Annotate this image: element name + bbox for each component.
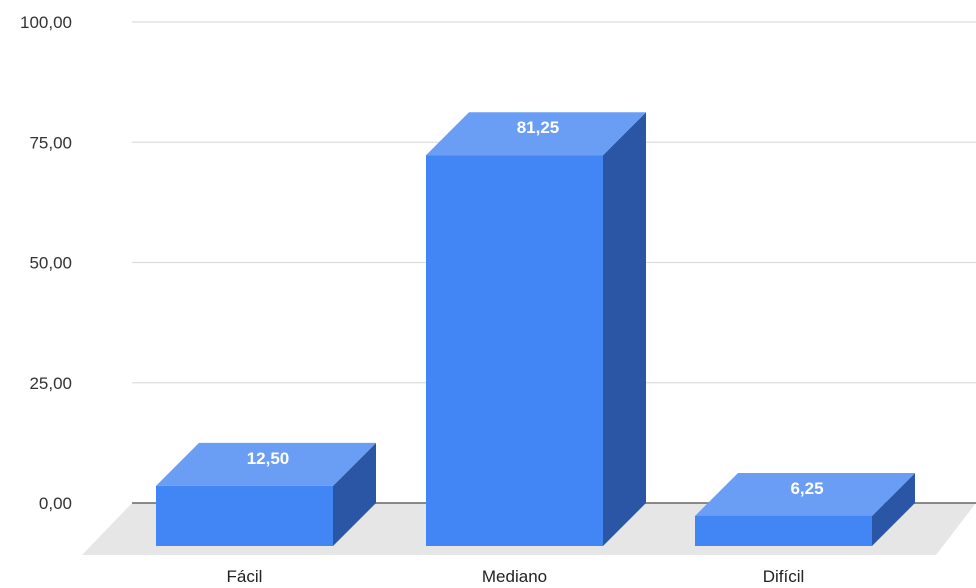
data-label: 6,25 bbox=[790, 479, 823, 498]
bar-front-face bbox=[156, 485, 333, 546]
y-tick-label: 50,00 bbox=[29, 254, 72, 273]
bars bbox=[156, 112, 915, 546]
data-label: 12,50 bbox=[247, 449, 290, 468]
bar bbox=[695, 472, 915, 546]
y-tick-label: 25,00 bbox=[29, 374, 72, 393]
bar-top-face bbox=[156, 442, 376, 486]
data-labels: 12,50 81,25 6,25 bbox=[247, 118, 824, 498]
y-axis-tick-labels: 0,00 25,00 50,00 75,00 100,00 bbox=[20, 13, 72, 513]
bar-front-face bbox=[695, 515, 872, 546]
y-tick-label: 0,00 bbox=[39, 494, 72, 513]
bar-side-face bbox=[333, 442, 376, 546]
bar-front-face bbox=[426, 155, 603, 546]
bar-side-face bbox=[872, 472, 915, 546]
bar-side-face bbox=[603, 112, 646, 546]
data-label: 81,25 bbox=[517, 118, 560, 137]
x-axis-tick-labels: Fácil Mediano Difícil bbox=[227, 567, 805, 586]
x-tick-label: Fácil bbox=[227, 567, 263, 586]
y-tick-label: 75,00 bbox=[29, 133, 72, 152]
y-tick-label: 100,00 bbox=[20, 13, 72, 32]
bar bbox=[156, 442, 376, 546]
x-tick-label: Difícil bbox=[763, 567, 805, 586]
bar-top-face bbox=[426, 112, 646, 156]
bar-top-face bbox=[695, 472, 915, 516]
bar bbox=[426, 112, 646, 546]
x-tick-label: Mediano bbox=[482, 567, 547, 586]
